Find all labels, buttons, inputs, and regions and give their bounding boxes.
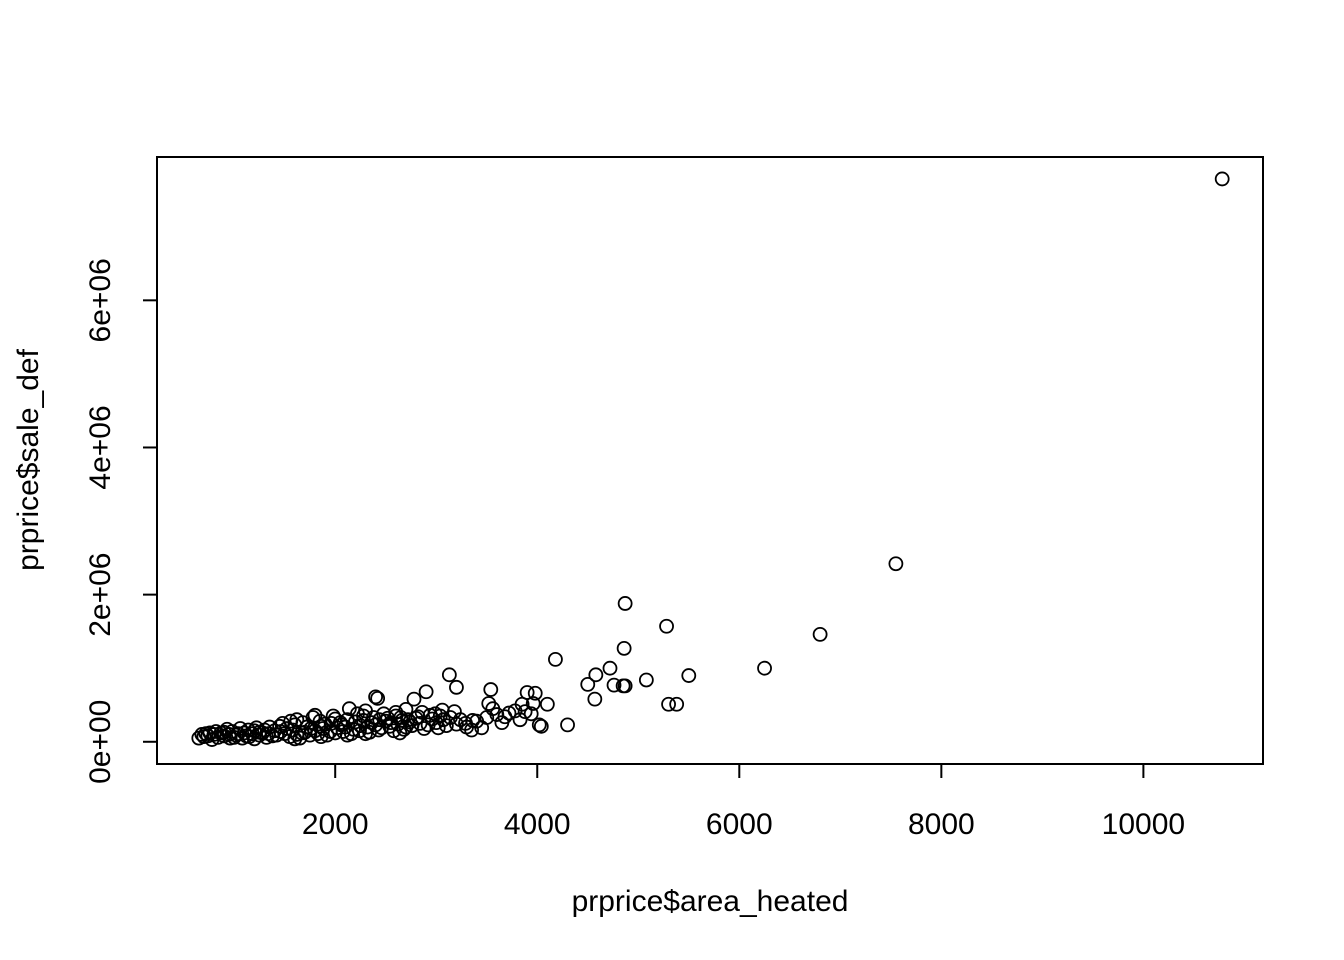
data-point [238,728,254,744]
x-tick-label: 6000 [706,808,773,841]
data-point [616,640,632,656]
data-point [194,727,210,742]
data-point [489,707,505,722]
data-point [602,660,618,676]
data-point [812,626,828,642]
data-point [358,726,373,742]
data-point [606,677,622,693]
y-axis: 0e+00 2e+06 4e+06 6e+06 [84,258,158,784]
data-point [548,651,563,667]
x-tick-label: 10000 [1102,808,1185,841]
points-layer [191,171,1230,747]
data-point [372,712,388,728]
data-point [230,726,246,742]
data-point [539,696,555,712]
data-point [681,668,697,683]
data-point [757,660,772,676]
x-tick-label: 2000 [302,808,369,841]
data-point [517,704,533,720]
data-point [1214,171,1230,187]
data-point [327,711,343,727]
data-point [617,596,633,611]
data-point [507,703,523,719]
data-point [669,696,685,712]
data-point [449,679,464,695]
data-point [406,691,422,707]
data-point [255,725,270,741]
y-tick-label: 4e+06 [84,405,117,489]
data-point [531,717,547,733]
data-point [335,724,351,739]
data-point [525,696,541,711]
data-point [638,672,654,688]
data-point [659,618,674,634]
data-point [483,682,499,697]
data-point [580,676,596,692]
data-point [287,731,303,747]
data-point [323,715,339,731]
data-point [661,696,676,712]
y-axis-title: prprice$sale_def [12,348,45,570]
data-point [587,691,603,707]
data-point [191,730,207,746]
data-point [512,712,528,728]
data-point [442,710,458,725]
data-point [465,713,480,728]
plot-frame [156,156,1264,765]
data-point [285,722,301,738]
y-tick-label: 6e+06 [84,258,117,342]
data-point [527,685,543,701]
data-point [341,701,357,717]
x-axis: 2000 4000 6000 8000 10000 [302,763,1185,841]
data-point [246,723,262,739]
x-tick-label: 4000 [504,808,571,841]
data-point [275,715,291,731]
x-axis-title: prprice$area_heated [572,885,849,918]
data-point [523,706,539,722]
data-point [441,667,457,683]
data-point [303,721,319,736]
data-point [261,726,276,742]
data-point [208,724,224,739]
data-point [370,690,386,706]
data-point [368,689,384,705]
data-point [560,717,575,733]
data-point [533,718,549,734]
data-point [302,727,318,743]
data-point [272,718,288,734]
data-point [388,704,404,720]
data-point [617,678,633,694]
data-point [474,720,490,736]
data-point [386,723,402,739]
data-point [424,711,440,727]
data-point [392,725,408,741]
data-point [416,721,432,736]
data-point [307,707,323,723]
data-point [313,718,329,734]
data-point [313,729,329,745]
data-point [588,667,604,683]
data-point [410,709,426,725]
data-point [356,708,371,724]
data-point [888,556,904,572]
data-point [432,708,448,724]
data-point [222,730,238,746]
y-tick-label: 0e+00 [84,700,117,784]
y-tick-label: 2e+06 [84,552,117,636]
data-point [398,702,414,717]
data-point [418,684,434,700]
x-tick-label: 8000 [908,808,975,841]
data-point [289,712,305,728]
data-point [339,727,355,743]
